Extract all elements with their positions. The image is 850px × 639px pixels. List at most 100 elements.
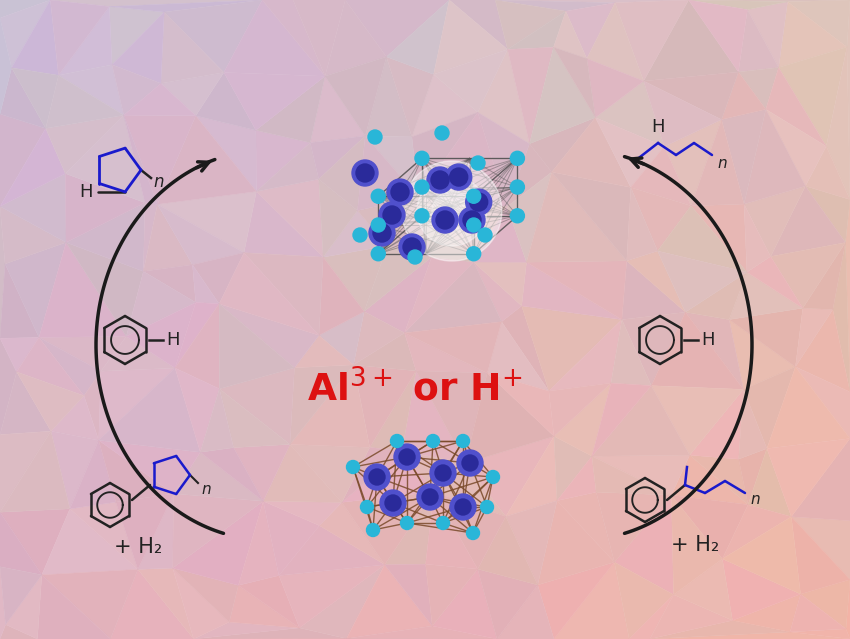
Circle shape [385, 495, 401, 511]
Polygon shape [650, 632, 850, 639]
Polygon shape [257, 179, 323, 257]
Polygon shape [729, 320, 796, 389]
Polygon shape [124, 83, 196, 116]
Polygon shape [238, 576, 299, 628]
Circle shape [390, 435, 404, 447]
Polygon shape [790, 629, 850, 639]
Polygon shape [631, 146, 691, 206]
Polygon shape [846, 580, 850, 639]
Text: n: n [201, 482, 211, 497]
Polygon shape [739, 449, 767, 505]
Polygon shape [70, 440, 116, 509]
Polygon shape [50, 0, 110, 75]
Polygon shape [310, 76, 366, 142]
Polygon shape [0, 0, 50, 68]
Polygon shape [194, 628, 347, 639]
Polygon shape [0, 431, 70, 512]
Circle shape [415, 209, 429, 223]
Polygon shape [234, 444, 290, 501]
Text: + H₂: + H₂ [671, 535, 719, 555]
Polygon shape [65, 174, 144, 242]
Polygon shape [66, 242, 144, 336]
Polygon shape [729, 272, 802, 320]
Polygon shape [434, 492, 506, 569]
Polygon shape [347, 626, 497, 639]
Polygon shape [219, 304, 294, 389]
Polygon shape [366, 57, 412, 137]
Circle shape [467, 527, 479, 539]
Polygon shape [402, 371, 465, 463]
Polygon shape [0, 206, 5, 338]
Polygon shape [526, 172, 626, 262]
Polygon shape [161, 72, 224, 116]
Polygon shape [46, 115, 124, 174]
Polygon shape [157, 116, 257, 204]
Circle shape [417, 484, 443, 510]
Polygon shape [566, 3, 615, 59]
Circle shape [445, 164, 472, 190]
Polygon shape [323, 245, 388, 312]
Circle shape [462, 455, 478, 471]
Circle shape [456, 435, 469, 447]
Polygon shape [175, 302, 219, 368]
Polygon shape [65, 115, 144, 203]
Polygon shape [507, 47, 553, 144]
Circle shape [415, 151, 429, 166]
Polygon shape [299, 565, 385, 638]
Polygon shape [478, 516, 538, 585]
Polygon shape [101, 336, 175, 371]
Polygon shape [771, 243, 846, 308]
Polygon shape [59, 6, 112, 75]
Polygon shape [465, 436, 554, 516]
Circle shape [457, 450, 483, 476]
Polygon shape [192, 265, 219, 304]
Circle shape [379, 202, 405, 228]
Polygon shape [37, 575, 110, 639]
Polygon shape [12, 68, 59, 128]
Circle shape [510, 209, 524, 223]
Polygon shape [722, 109, 766, 204]
Polygon shape [256, 130, 310, 192]
Polygon shape [342, 451, 434, 502]
Polygon shape [173, 568, 230, 639]
Polygon shape [42, 569, 138, 639]
Circle shape [437, 516, 450, 530]
Text: H: H [701, 331, 715, 349]
Polygon shape [0, 128, 65, 206]
Polygon shape [0, 372, 51, 435]
Polygon shape [478, 569, 538, 639]
Polygon shape [722, 517, 801, 594]
Polygon shape [688, 0, 788, 10]
Circle shape [371, 247, 385, 261]
Circle shape [416, 176, 487, 246]
Circle shape [380, 490, 406, 516]
Polygon shape [0, 264, 39, 338]
Polygon shape [779, 47, 847, 146]
Polygon shape [502, 306, 549, 391]
Polygon shape [806, 186, 850, 243]
Polygon shape [615, 0, 688, 81]
Polygon shape [744, 367, 796, 449]
Polygon shape [110, 569, 194, 639]
Polygon shape [643, 81, 722, 146]
Polygon shape [402, 451, 465, 492]
Polygon shape [643, 0, 739, 81]
Polygon shape [722, 72, 766, 119]
Polygon shape [434, 49, 507, 112]
Polygon shape [262, 0, 325, 76]
Polygon shape [418, 197, 507, 262]
Polygon shape [433, 569, 497, 639]
Polygon shape [465, 373, 554, 463]
Polygon shape [0, 174, 66, 242]
Polygon shape [586, 3, 643, 81]
Polygon shape [592, 386, 689, 456]
Polygon shape [487, 373, 554, 436]
Polygon shape [293, 0, 345, 76]
Polygon shape [6, 575, 42, 639]
Polygon shape [219, 252, 319, 335]
Polygon shape [592, 456, 672, 495]
Polygon shape [144, 203, 157, 272]
Polygon shape [138, 568, 194, 639]
Polygon shape [722, 559, 801, 620]
Polygon shape [244, 192, 323, 257]
